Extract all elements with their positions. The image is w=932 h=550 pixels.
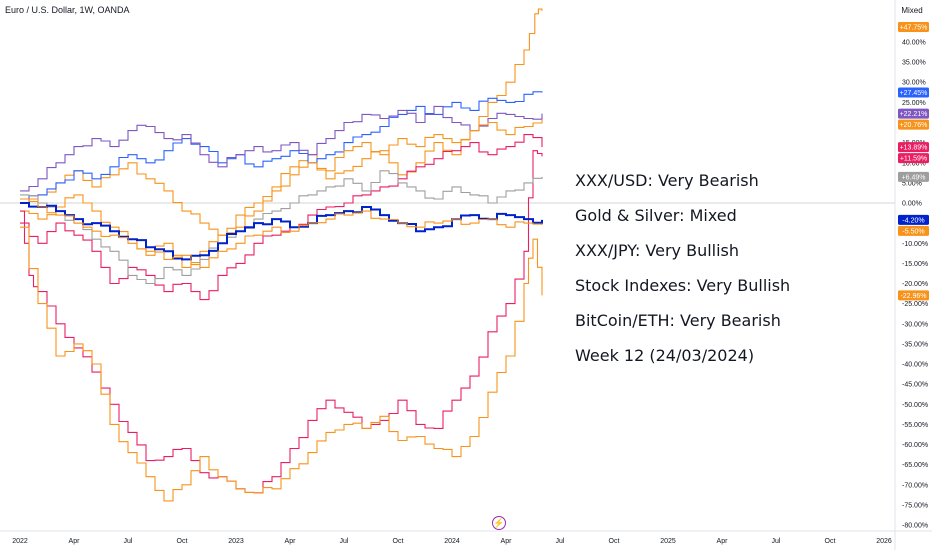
last-value-tag	[898, 171, 929, 182]
x-tick-label: Apr	[69, 538, 81, 545]
y-tick-label: -45.00%	[902, 382, 928, 389]
last-value-tag-label: +27.45%	[900, 90, 928, 97]
y-tick-label: 10.00%	[902, 160, 926, 167]
annotation-bitcoin-eth: BitCoin/ETH: Very Bearish	[575, 311, 781, 330]
y-tick-label: 5.00%	[902, 180, 922, 187]
last-value-tag-label: +20.76%	[900, 122, 928, 129]
time-axis: 2022 Apr Jul Oct 2023 Apr Jul Oct 2024 Apr Jul Oct 2…	[12, 538, 892, 545]
x-tick-label: 2026	[876, 538, 892, 545]
x-tick-label: 2023	[228, 538, 244, 545]
last-value-tag	[898, 119, 929, 130]
last-value-tag	[898, 142, 929, 153]
y-tick-label: -40.00%	[902, 362, 928, 369]
annotation-xxx-usd: XXX/USD: Very Bearish	[575, 171, 759, 190]
x-tick-label: Jul	[556, 538, 565, 545]
y-tick-label: -30.00%	[902, 321, 928, 328]
last-value-tag-label: -5.50%	[902, 228, 924, 235]
y-tick-label: -20.00%	[902, 281, 928, 288]
last-value-tag	[898, 108, 929, 119]
last-value-tag-label: -4.20%	[902, 217, 924, 224]
series-line-0	[20, 8, 543, 236]
last-value-tag	[898, 214, 929, 225]
last-value-tag-label: +11.59%	[900, 156, 927, 163]
chart-title: Euro / U.S. Dollar, 1W, OANDA	[5, 5, 130, 15]
annotation-gold-silver: Gold & Silver: Mixed	[575, 206, 737, 225]
last-value-tag	[898, 22, 929, 32]
annotation-stock-indexes: Stock Indexes: Very Bullish	[575, 276, 791, 295]
y-tick-label: -75.00%	[902, 502, 928, 509]
x-tick-label: 2022	[12, 538, 28, 545]
price-axis: 40.00%35.00%30.00%25.00%15.00%10.00%5.00…	[902, 40, 928, 530]
last-value-tag	[898, 87, 929, 98]
series-line-4	[20, 134, 543, 301]
y-tick-label: -35.00%	[902, 341, 928, 348]
y-tick-label: 0.00%	[902, 201, 922, 208]
series-line-8	[20, 198, 543, 268]
last-value-tag	[898, 225, 929, 236]
y-tick-label: 40.00%	[902, 40, 926, 47]
x-tick-label: Oct	[825, 538, 836, 545]
x-tick-label: Jul	[772, 538, 781, 545]
series-line-3	[20, 119, 543, 268]
last-value-tag	[898, 153, 929, 164]
last-value-tag-label: +22.21%	[900, 111, 928, 118]
x-tick-label: Apr	[501, 538, 513, 545]
y-tick-label: -25.00%	[902, 301, 928, 308]
y-tick-label: 30.00%	[902, 80, 926, 87]
last-value-tags: +47.75% +27.45% +22.21% +20.76% +13.89% +11.5…	[898, 22, 929, 301]
last-value-tag	[898, 290, 929, 301]
x-tick-label: Jul	[340, 538, 349, 545]
series-line-2	[20, 105, 543, 192]
x-tick-label: Oct	[393, 538, 404, 545]
last-value-tag-label: +47.75%	[900, 25, 928, 32]
y-tick-label: -60.00%	[902, 442, 928, 449]
y-tick-label: -50.00%	[902, 402, 928, 409]
y-tick-label: 35.00%	[902, 60, 926, 67]
x-tick-label: Apr	[285, 538, 297, 545]
x-tick-label: Jul	[124, 538, 133, 545]
y-tick-label: -15.00%	[902, 261, 928, 268]
series-line-5	[20, 150, 543, 494]
last-value-tag-label: -22.96%	[900, 293, 926, 300]
y-tick-label: -80.00%	[902, 523, 928, 530]
lightning-icon[interactable]: ⚡	[492, 516, 506, 530]
y-tick-label: 25.00%	[902, 100, 926, 107]
x-tick-label: 2025	[660, 538, 676, 545]
series-line-6	[20, 170, 543, 285]
scale-mode-button[interactable]: Mixed	[901, 6, 923, 15]
y-tick-label: -10.00%	[902, 241, 928, 248]
annotation-week: Week 12 (24/03/2024)	[575, 346, 755, 365]
annotation-xxx-jpy: XXX/JPY: Very Bullish	[575, 241, 740, 260]
x-tick-label: 2024	[444, 538, 460, 545]
series-line-1	[20, 91, 543, 204]
series-layer	[20, 8, 543, 502]
x-tick-label: Oct	[177, 538, 188, 545]
series-line-9	[20, 226, 543, 502]
y-tick-label: -70.00%	[902, 482, 928, 489]
annotation-block: XXX/USD: Very Bearish Gold & Silver: Mix…	[575, 168, 790, 378]
last-value-tag-label: +6.49%	[902, 174, 926, 181]
y-tick-label: -55.00%	[902, 422, 928, 429]
x-tick-label: Apr	[717, 538, 729, 545]
last-value-tag-label: +13.89%	[900, 145, 928, 152]
x-tick-label: Oct	[609, 538, 620, 545]
y-tick-label: -65.00%	[902, 462, 928, 469]
